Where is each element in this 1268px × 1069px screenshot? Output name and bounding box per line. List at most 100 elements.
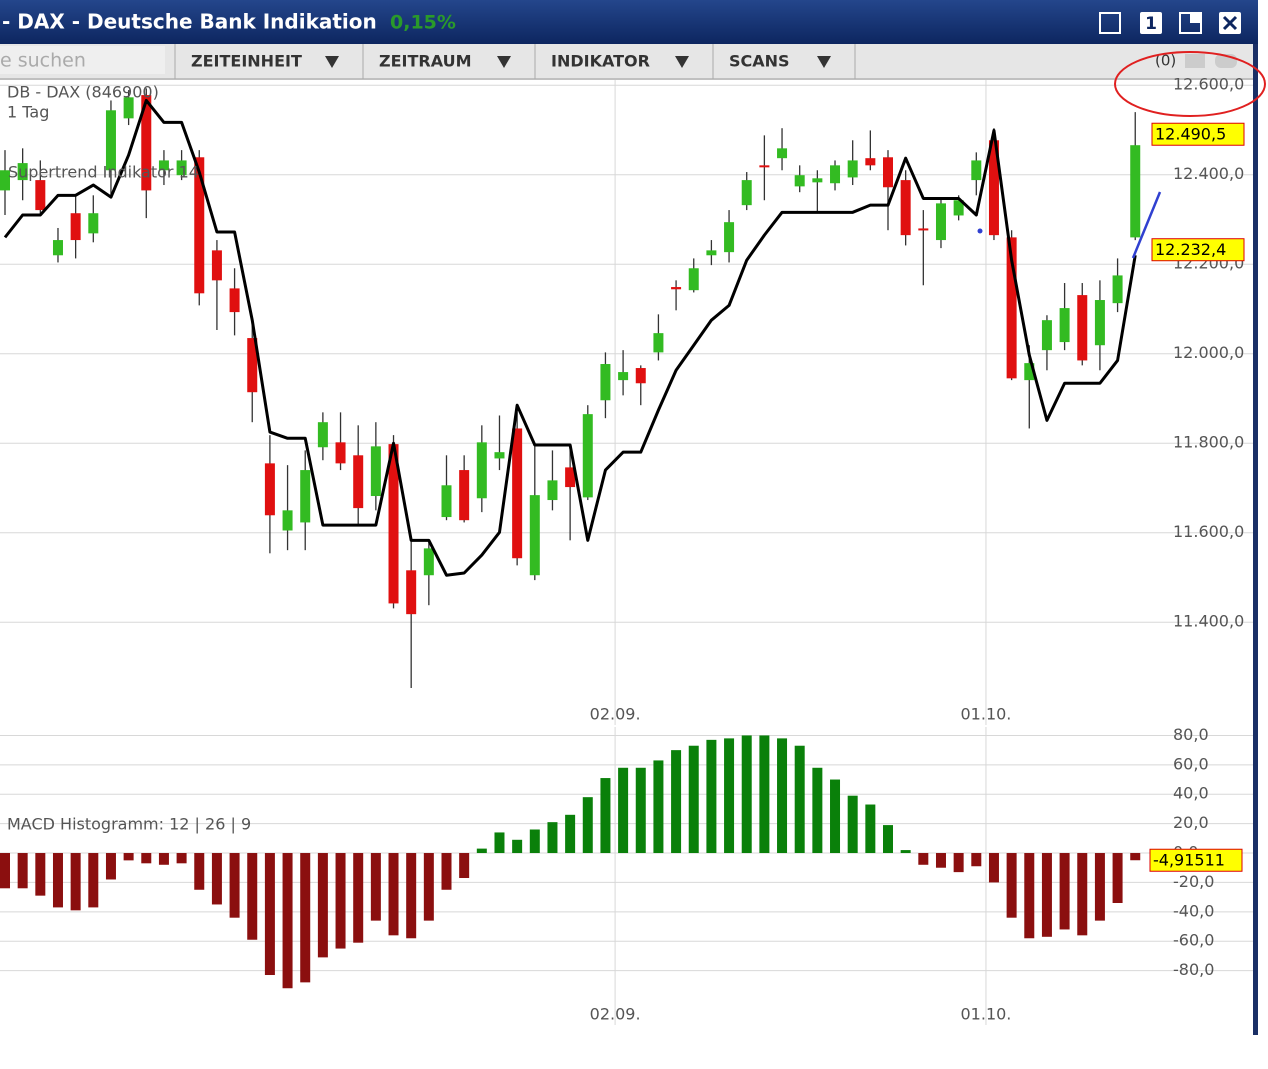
histogram-bar bbox=[529, 829, 540, 854]
histogram-bar bbox=[883, 825, 893, 854]
candle-body bbox=[865, 158, 876, 166]
annotation-ellipse bbox=[1114, 51, 1266, 117]
minimize-button[interactable] bbox=[1099, 12, 1121, 34]
close-icon bbox=[1222, 15, 1238, 31]
histogram-bar bbox=[264, 853, 275, 976]
histogram-bar bbox=[1130, 853, 1141, 861]
y-tick-label: 40,0 bbox=[1173, 784, 1209, 803]
histogram-bar bbox=[865, 804, 876, 854]
candle-body bbox=[476, 442, 487, 499]
candle-body bbox=[194, 157, 205, 294]
price-tag bbox=[1151, 122, 1245, 146]
candle-body bbox=[512, 428, 523, 559]
candle-body bbox=[953, 200, 964, 216]
candle-body bbox=[1006, 237, 1017, 379]
layout-button-label: 1 bbox=[1145, 14, 1157, 34]
histogram-bar bbox=[759, 735, 770, 854]
candle-body bbox=[1094, 300, 1105, 346]
annotation-line bbox=[1131, 191, 1162, 259]
candle-body bbox=[547, 480, 558, 501]
candle-body bbox=[847, 160, 858, 178]
y-tick-label: 12.600,0 bbox=[1173, 75, 1244, 94]
menu-label[interactable]: INDIKATOR bbox=[551, 52, 650, 71]
candle-body bbox=[671, 287, 682, 290]
candle-body bbox=[211, 250, 222, 281]
histogram-bar bbox=[476, 848, 487, 854]
counter: (0) bbox=[1155, 52, 1176, 70]
candle-body bbox=[406, 570, 417, 615]
candle-body bbox=[300, 470, 311, 523]
candle-body bbox=[1041, 320, 1052, 351]
candle-body bbox=[441, 485, 452, 518]
histogram-bar bbox=[211, 853, 222, 905]
histogram-bar bbox=[1077, 853, 1088, 936]
candle-body bbox=[1059, 308, 1070, 343]
candle-body bbox=[317, 422, 328, 448]
histogram-bar bbox=[600, 778, 611, 854]
price-tag-label: -4,91511 bbox=[1153, 851, 1225, 870]
candle-body bbox=[794, 175, 805, 187]
histogram-bar bbox=[194, 853, 205, 890]
candle-body bbox=[17, 163, 28, 181]
histogram-bar bbox=[70, 853, 81, 911]
candle-body bbox=[353, 455, 364, 509]
histogram-bar bbox=[724, 738, 735, 854]
histogram-bar bbox=[671, 750, 682, 854]
histogram-bar bbox=[1024, 853, 1035, 939]
histogram-bar bbox=[0, 853, 10, 889]
candle-body bbox=[582, 414, 593, 498]
layout-button[interactable] bbox=[1140, 12, 1162, 34]
histogram-bar bbox=[35, 853, 46, 896]
candle-body bbox=[247, 338, 258, 393]
y-tick-label: 60,0 bbox=[1173, 754, 1209, 773]
candle-body bbox=[423, 548, 434, 576]
candle-body bbox=[229, 288, 240, 313]
y-tick-label: 11.800,0 bbox=[1173, 433, 1244, 452]
candle-body bbox=[529, 495, 540, 576]
y-tick-label: 12.000,0 bbox=[1173, 343, 1244, 362]
histogram-bar bbox=[777, 738, 788, 854]
histogram-bar bbox=[370, 853, 381, 921]
x-tick-label: 02.09. bbox=[590, 705, 641, 724]
folder-icon[interactable] bbox=[1185, 54, 1205, 68]
histogram-bar bbox=[847, 795, 858, 854]
menu-label[interactable]: ZEITRAUM bbox=[379, 52, 472, 71]
candle-body bbox=[388, 444, 399, 604]
chart-title: MACD Histogramm: 12 | 26 | 9 bbox=[7, 815, 251, 834]
histogram-bar bbox=[353, 853, 364, 943]
histogram-bar bbox=[176, 853, 187, 864]
candle-body bbox=[900, 180, 911, 236]
histogram-bar bbox=[582, 797, 593, 854]
x-tick-label: 01.10. bbox=[961, 705, 1012, 724]
chart-title: DB - DAX (846900) bbox=[7, 83, 159, 102]
y-tick-label: 80,0 bbox=[1173, 725, 1209, 744]
candle-body bbox=[105, 110, 116, 171]
y-tick-label: -80,0 bbox=[1173, 960, 1214, 979]
change: 0,15% bbox=[390, 12, 456, 34]
window-border bbox=[1253, 44, 1258, 1035]
candle-body bbox=[35, 180, 46, 211]
candle-body bbox=[618, 372, 629, 381]
histogram-bar bbox=[317, 853, 328, 958]
candle-body bbox=[1024, 363, 1035, 381]
y-tick-label: -40,0 bbox=[1173, 901, 1214, 920]
menu-label[interactable]: ZEITEINHEIT bbox=[191, 52, 302, 71]
menu-arrow bbox=[817, 56, 831, 68]
histogram-bar bbox=[830, 779, 841, 854]
candle-body bbox=[600, 364, 611, 401]
candle-body bbox=[123, 97, 134, 119]
x-tick-label: 01.10. bbox=[961, 1005, 1012, 1024]
candle-body bbox=[724, 222, 735, 253]
histogram-bar bbox=[17, 853, 28, 889]
histogram-bar bbox=[1112, 853, 1123, 903]
menu-arrow bbox=[675, 56, 689, 68]
candle-body bbox=[335, 442, 346, 464]
candle-body bbox=[141, 95, 152, 191]
menu-label[interactable]: SCANS bbox=[729, 52, 790, 71]
candle-body bbox=[1112, 275, 1123, 304]
histogram-bar bbox=[335, 853, 346, 949]
search-field[interactable] bbox=[0, 46, 165, 74]
histogram-bar bbox=[547, 822, 558, 854]
candle-body bbox=[777, 148, 788, 159]
histogram-bar bbox=[282, 853, 293, 989]
